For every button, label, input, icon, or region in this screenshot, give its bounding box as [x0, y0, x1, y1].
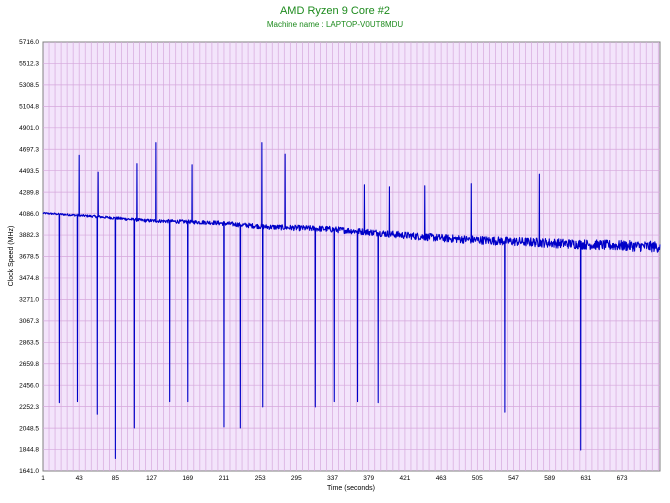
- y-tick-label: 5308.5: [19, 82, 39, 89]
- x-tick-label: 337: [327, 475, 338, 482]
- y-tick-label: 4493.5: [19, 168, 39, 175]
- y-tick-label: 2659.8: [19, 361, 39, 368]
- x-tick-label: 85: [112, 475, 120, 482]
- x-tick-label: 211: [219, 475, 230, 482]
- x-tick-label: 505: [472, 475, 483, 482]
- chart-subtitle: Machine name : LAPTOP-V0UT8MDU: [267, 20, 404, 29]
- y-tick-label: 2863.5: [19, 340, 39, 347]
- y-tick-label: 1641.0: [19, 468, 39, 475]
- x-axis-label: Time (seconds): [327, 485, 375, 492]
- x-tick-label: 43: [76, 475, 84, 482]
- x-tick-label: 421: [399, 475, 410, 482]
- x-tick-label: 169: [182, 475, 193, 482]
- y-tick-label: 4901.0: [19, 125, 39, 132]
- y-tick-label: 5512.3: [19, 61, 39, 68]
- y-tick-label: 1844.8: [19, 447, 39, 454]
- y-tick-label: 2456.0: [19, 382, 39, 389]
- x-tick-label: 547: [508, 475, 519, 482]
- grid: [43, 42, 660, 471]
- y-tick-label: 3474.8: [19, 275, 39, 282]
- y-tick-label: 3882.3: [19, 232, 39, 239]
- x-tick-label: 463: [436, 475, 447, 482]
- y-tick-label: 3271.0: [19, 297, 39, 304]
- axis-ticks: 5716.0 5512.3 5308.5 5104.8 4901.0 4697.3 4493…: [19, 39, 628, 482]
- y-tick-label: 2048.5: [19, 425, 39, 432]
- y-tick-label: 4289.8: [19, 189, 39, 196]
- y-tick-label: 4086.0: [19, 211, 39, 218]
- y-tick-label: 5716.0: [19, 39, 39, 46]
- x-tick-label: 295: [291, 475, 302, 482]
- y-tick-label: 4697.3: [19, 146, 39, 153]
- x-tick-label: 589: [544, 475, 555, 482]
- x-tick-label: 631: [580, 475, 591, 482]
- y-tick-label: 2252.3: [19, 404, 39, 411]
- x-tick-label: 253: [255, 475, 266, 482]
- chart-title: AMD Ryzen 9 Core #2: [280, 5, 390, 17]
- x-tick-label: 127: [146, 475, 157, 482]
- x-tick-label: 673: [617, 475, 628, 482]
- x-tick-label: 379: [363, 475, 374, 482]
- y-tick-label: 3067.3: [19, 318, 39, 325]
- x-tick-label: 1: [41, 475, 45, 482]
- series-line: [42, 142, 661, 460]
- y-tick-label: 3678.5: [19, 254, 39, 261]
- y-axis-label: Clock Speed (MHz): [8, 226, 15, 287]
- y-tick-label: 5104.8: [19, 104, 39, 111]
